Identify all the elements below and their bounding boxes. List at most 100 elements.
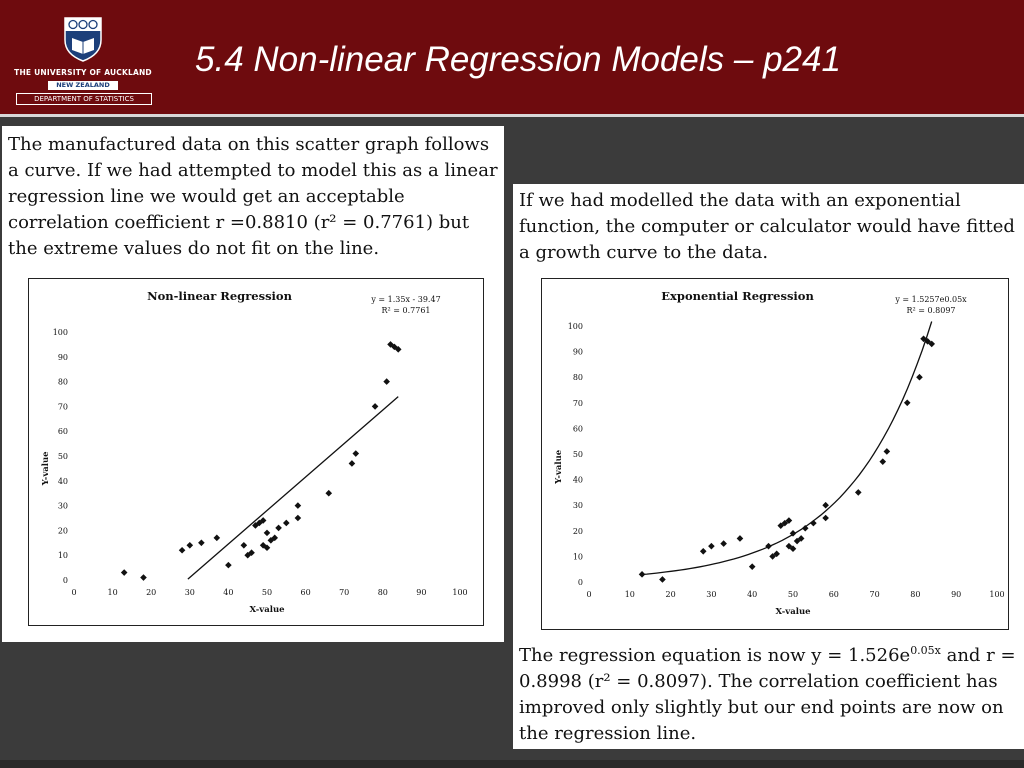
y-tick-label: 10	[58, 551, 68, 560]
x-tick-label: 20	[146, 588, 156, 597]
country-label: NEW ZEALAND	[48, 81, 118, 90]
x-tick-label: 60	[301, 588, 311, 597]
right-bottom-description: The regression equation is now y = 1.526…	[519, 638, 1019, 747]
university-name: THE UNIVERSITY OF AUCKLAND	[14, 68, 152, 77]
x-tick-label: 10	[625, 590, 635, 599]
data-point	[797, 535, 805, 542]
regression-equation: y = 1.35x - 39.47	[370, 295, 440, 304]
x-tick-label: 80	[378, 588, 388, 597]
crest-icon	[64, 17, 102, 62]
data-point	[325, 489, 333, 497]
data-point	[708, 542, 715, 550]
r-squared-label: R² = 0.8097	[906, 306, 955, 315]
left-panel: The manufactured data on this scatter gr…	[2, 126, 504, 642]
data-point	[294, 502, 302, 509]
linear-regression-chart: Non-linear Regression y = 1.35x - 39.47 R²…	[28, 278, 484, 626]
y-tick-label: 100	[53, 328, 68, 337]
r-squared-label: R² = 0.7761	[381, 306, 430, 315]
data-point	[186, 541, 194, 549]
chart-title: Exponential Regression	[661, 289, 814, 303]
header-divider	[0, 114, 1024, 117]
y-tick-label: 0	[578, 578, 583, 587]
data-point	[275, 524, 282, 532]
data-point	[283, 519, 290, 527]
y-tick-label: 70	[58, 402, 68, 411]
footer-bar	[0, 760, 1024, 768]
data-point	[213, 534, 221, 542]
x-tick-label: 50	[788, 590, 798, 599]
x-tick-label: 100	[452, 588, 467, 597]
y-tick-label: 20	[58, 526, 68, 535]
data-point	[785, 542, 793, 550]
data-point	[371, 403, 379, 410]
y-tick-label: 40	[573, 476, 583, 485]
data-point	[271, 534, 279, 542]
y-tick-label: 70	[573, 399, 583, 408]
data-point	[879, 458, 887, 465]
data-point	[263, 544, 271, 552]
y-tick-label: 50	[58, 452, 68, 461]
data-point	[348, 460, 356, 467]
regression-fit-line	[641, 321, 933, 576]
x-tick-label: 90	[951, 590, 961, 599]
right-panel: If we had modelled the data with an expo…	[513, 184, 1024, 749]
linear-regression-plot: Non-linear Regression y = 1.35x - 39.47 R²…	[28, 278, 484, 626]
data-point	[383, 378, 390, 385]
data-point	[748, 563, 756, 570]
data-point	[248, 549, 255, 557]
y-tick-label: 100	[568, 322, 583, 331]
data-point	[789, 545, 797, 553]
data-point	[769, 553, 776, 560]
data-point	[928, 340, 936, 348]
data-point	[736, 535, 744, 542]
data-point	[777, 522, 785, 529]
y-axis-label: Y-value	[554, 449, 564, 485]
department-label: DEPARTMENT OF STATISTICS	[16, 93, 152, 105]
data-point	[773, 550, 780, 558]
y-tick-label: 80	[58, 378, 68, 387]
data-point	[225, 561, 232, 569]
data-point	[822, 501, 829, 509]
exponential-regression-chart: Exponential Regression y = 1.5257e0.05x R²…	[541, 278, 1009, 630]
data-point	[387, 341, 394, 348]
x-tick-label: 0	[586, 590, 591, 599]
x-tick-label: 100	[989, 590, 1004, 599]
regression-equation-text: The regression equation is now y = 1.526…	[519, 645, 911, 666]
exponential-regression-plot: Exponential Regression y = 1.5257e0.05x R²…	[541, 278, 1009, 630]
data-point	[120, 569, 128, 576]
regression-exponent: 0.05x	[910, 644, 941, 657]
data-point	[883, 448, 891, 455]
data-point	[854, 489, 862, 496]
x-tick-label: 30	[706, 590, 716, 599]
x-tick-label: 0	[71, 588, 76, 597]
regression-equation: y = 1.5257e0.05x	[894, 295, 967, 304]
x-axis-label: X-value	[249, 605, 285, 615]
y-tick-label: 10	[573, 552, 583, 561]
university-logo: THE UNIVERSITY OF AUCKLAND NEW ZEALAND D…	[8, 14, 158, 105]
y-tick-label: 40	[58, 477, 68, 486]
data-point	[785, 517, 793, 524]
data-point	[259, 517, 267, 524]
data-point	[793, 537, 801, 545]
x-tick-label: 20	[666, 590, 676, 599]
x-tick-label: 40	[747, 590, 757, 599]
data-point	[659, 576, 666, 583]
x-axis-label: X-value	[775, 607, 811, 617]
y-tick-label: 20	[573, 527, 583, 536]
y-tick-label: 60	[573, 424, 583, 433]
data-point	[352, 450, 360, 457]
y-tick-label: 30	[58, 502, 68, 511]
data-point	[198, 539, 205, 547]
y-tick-label: 30	[573, 501, 583, 510]
correlation-text: and r = 0.8998 (r² = 0.8097). The correl…	[519, 645, 1016, 744]
x-tick-label: 80	[910, 590, 920, 599]
y-tick-label: 0	[63, 576, 68, 585]
slide-title: 5.4 Non-linear Regression Models – p241	[195, 40, 841, 79]
x-tick-label: 10	[108, 588, 118, 597]
data-point	[765, 542, 772, 550]
left-description: The manufactured data on this scatter gr…	[8, 134, 498, 259]
x-tick-label: 60	[829, 590, 839, 599]
data-point	[822, 514, 829, 522]
x-tick-label: 50	[262, 588, 272, 597]
x-tick-label: 30	[185, 588, 195, 597]
